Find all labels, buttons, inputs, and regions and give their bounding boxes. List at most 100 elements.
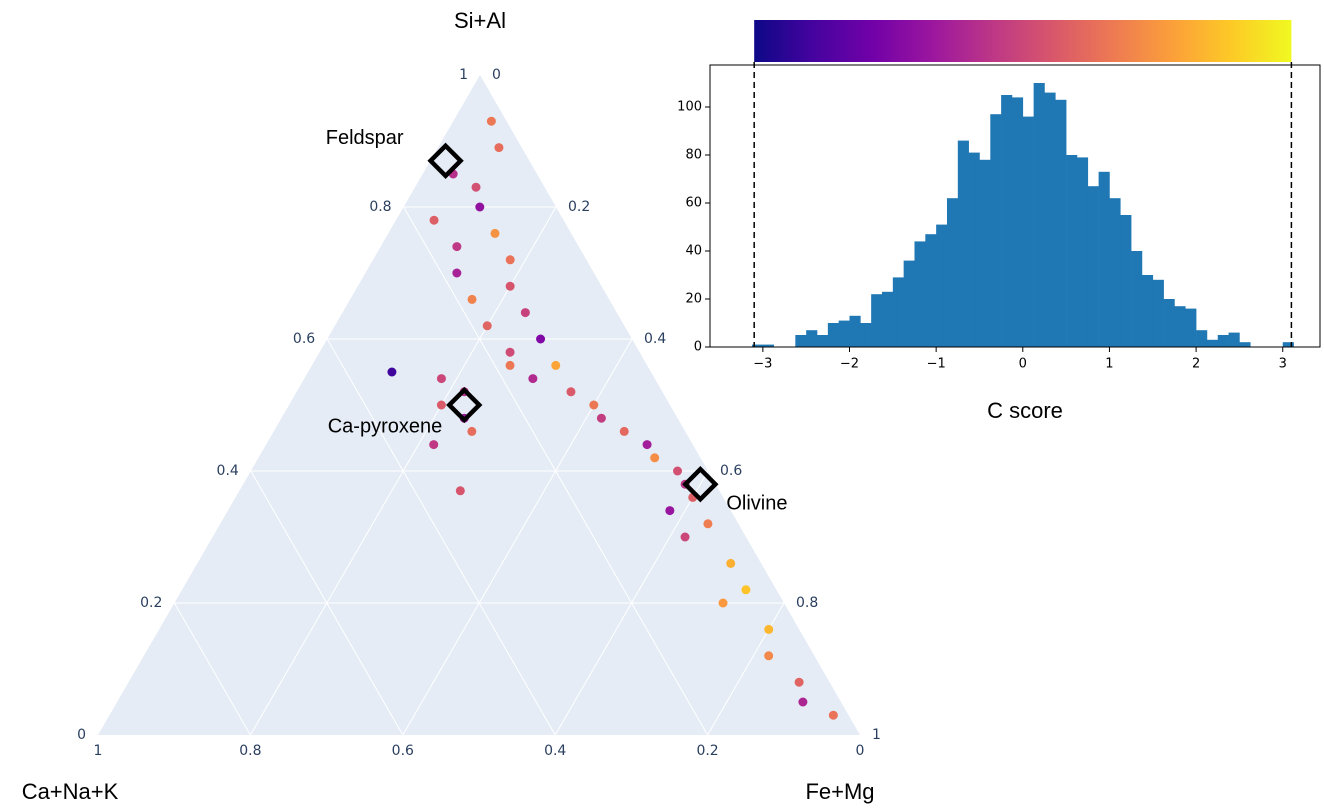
data-point: [794, 677, 804, 687]
data-point: [429, 440, 439, 450]
bar: [1239, 342, 1251, 347]
data-point: [505, 360, 515, 370]
bar: [914, 241, 926, 347]
axis-title: Fe+Mg: [805, 779, 874, 804]
data-point: [505, 281, 515, 291]
axis-title: Ca+Na+K: [22, 779, 119, 804]
bar: [925, 234, 937, 347]
plot-frame: [709, 64, 1321, 348]
data-point: [764, 624, 774, 634]
data-point: [436, 374, 446, 384]
data-point: [596, 413, 606, 423]
data-point: [467, 294, 477, 304]
bar: [871, 294, 883, 347]
y-tick-label: 40: [685, 244, 702, 259]
y-tick-label: 80: [685, 148, 702, 163]
data-point: [436, 400, 446, 410]
data-point: [798, 697, 808, 707]
data-point: [455, 486, 465, 496]
data-point: [520, 308, 530, 318]
y-tick-label: 100: [677, 100, 702, 115]
data-point: [619, 426, 629, 436]
bar: [1282, 342, 1294, 347]
bar: [1098, 171, 1110, 347]
bar: [827, 323, 839, 347]
bar: [1087, 186, 1099, 347]
x-tick-label: 1: [1105, 357, 1113, 372]
tick-label: 0.6: [720, 463, 742, 479]
bar: [1206, 339, 1219, 347]
bar: [881, 291, 894, 347]
bar: [968, 152, 980, 347]
bar: [990, 114, 1002, 347]
bar: [795, 335, 807, 347]
tick-label: 0.8: [369, 199, 391, 215]
bar: [817, 335, 829, 347]
data-point: [467, 426, 477, 436]
x-axis-label: C score: [987, 398, 1063, 423]
data-point: [703, 519, 713, 529]
data-point: [566, 387, 576, 397]
grid-line: [173, 602, 251, 736]
bar: [1152, 279, 1164, 347]
bar: [1109, 198, 1121, 347]
y-tick-label: 0: [694, 340, 702, 355]
bar: [838, 320, 850, 347]
bar: [1163, 299, 1175, 347]
data-point: [475, 202, 485, 212]
bar: [979, 159, 991, 347]
bar: [1044, 92, 1056, 347]
data-point: [642, 440, 652, 450]
tick-label: 0.6: [293, 331, 315, 347]
data-point: [387, 367, 397, 377]
tick-label: 0.6: [392, 743, 414, 759]
bar: [946, 198, 959, 347]
x-tick-label: −1: [927, 357, 946, 372]
data-point: [452, 242, 462, 252]
grid-line: [403, 206, 709, 736]
data-point: [482, 321, 492, 331]
bar: [1131, 251, 1143, 347]
bar: [1217, 335, 1229, 347]
bar: [1055, 99, 1067, 347]
tick-label: 0.4: [644, 331, 666, 347]
tick-label: 0: [492, 67, 501, 83]
bar: [1001, 95, 1013, 347]
bar: [1066, 155, 1078, 347]
bar: [957, 140, 969, 347]
bar: [936, 224, 948, 347]
data-point: [589, 400, 599, 410]
bar: [806, 330, 818, 347]
bar: [1120, 215, 1132, 347]
colorbar: [754, 20, 1292, 62]
x-tick-label: 0: [1019, 357, 1027, 372]
data-point: [490, 228, 500, 238]
data-point: [650, 453, 660, 463]
y-tick-label: 20: [685, 292, 702, 307]
mineral-marker: [446, 386, 483, 424]
grid-line: [250, 470, 404, 736]
tick-label: 0.2: [140, 595, 162, 611]
data-point: [429, 215, 439, 225]
mineral-label: Olivine: [726, 492, 787, 514]
tick-label: 0.2: [568, 199, 590, 215]
data-point: [551, 360, 561, 370]
tick-label: 0.4: [544, 743, 566, 759]
data-point: [471, 182, 481, 192]
data-point: [528, 374, 538, 384]
bar: [1011, 97, 1024, 348]
data-point: [680, 532, 690, 542]
bar: [1022, 116, 1034, 347]
mineral-label: Ca-pyroxene: [328, 415, 443, 437]
tick-label: 0: [856, 743, 865, 759]
grid-line: [326, 338, 556, 736]
data-point: [536, 334, 546, 344]
data-point: [494, 143, 504, 153]
data-point: [673, 466, 683, 476]
tick-label: 0: [77, 727, 86, 743]
data-point: [452, 268, 462, 278]
tick-label: 0.8: [239, 743, 261, 759]
data-point: [486, 116, 496, 126]
bar: [892, 277, 904, 347]
